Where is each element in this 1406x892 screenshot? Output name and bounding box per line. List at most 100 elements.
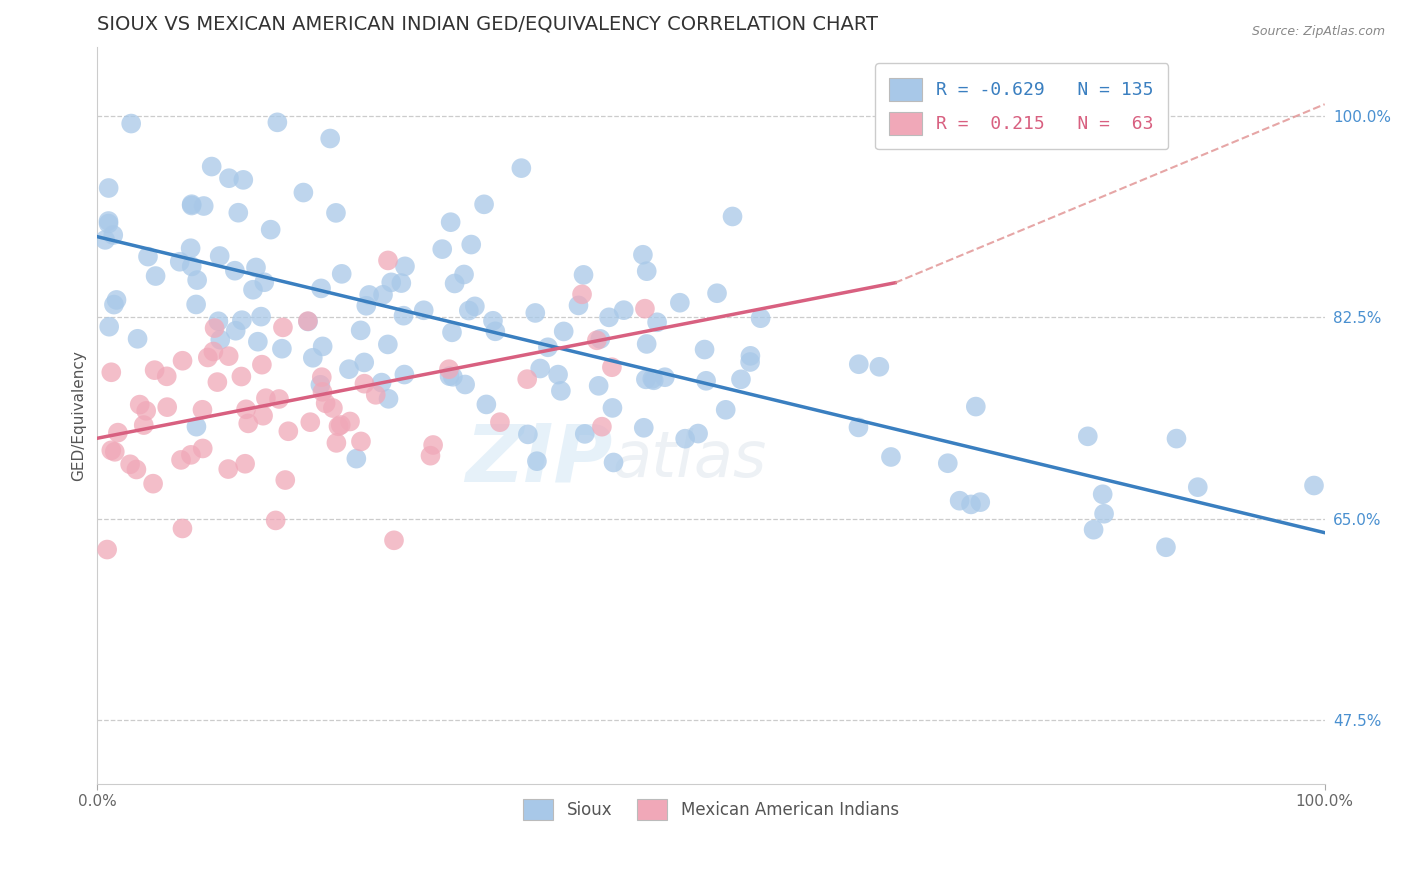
Point — [484, 324, 506, 338]
Point — [553, 325, 575, 339]
Point — [537, 340, 560, 354]
Point — [588, 379, 610, 393]
Point — [377, 392, 399, 406]
Point — [437, 362, 460, 376]
Point — [634, 372, 657, 386]
Point — [633, 421, 655, 435]
Point — [218, 349, 240, 363]
Point — [246, 334, 269, 349]
Point — [311, 339, 333, 353]
Point — [392, 309, 415, 323]
Point — [180, 448, 202, 462]
Point — [156, 400, 179, 414]
Text: Source: ZipAtlas.com: Source: ZipAtlas.com — [1251, 25, 1385, 38]
Point — [297, 314, 319, 328]
Point — [453, 268, 475, 282]
Text: SIOUX VS MEXICAN AMERICAN INDIAN GED/EQUIVALENCY CORRELATION CHART: SIOUX VS MEXICAN AMERICAN INDIAN GED/EQU… — [97, 15, 879, 34]
Point — [631, 248, 654, 262]
Point — [1077, 429, 1099, 443]
Point — [120, 117, 142, 131]
Point — [613, 303, 636, 318]
Point — [550, 384, 572, 398]
Point — [572, 268, 595, 282]
Point — [371, 287, 394, 301]
Point — [301, 351, 323, 365]
Point — [643, 373, 665, 387]
Point — [186, 419, 208, 434]
Point — [475, 397, 498, 411]
Point — [169, 254, 191, 268]
Point — [180, 241, 202, 255]
Point — [337, 362, 360, 376]
Point — [202, 344, 225, 359]
Point — [526, 454, 548, 468]
Point — [359, 288, 381, 302]
Point — [586, 333, 609, 347]
Point — [170, 453, 193, 467]
Point — [132, 418, 155, 433]
Point — [693, 343, 716, 357]
Point — [184, 297, 207, 311]
Point — [636, 264, 658, 278]
Point — [353, 376, 375, 391]
Point — [880, 450, 903, 464]
Point — [125, 462, 148, 476]
Point — [97, 217, 120, 231]
Y-axis label: GED/Equivalency: GED/Equivalency — [72, 350, 86, 481]
Point — [325, 206, 347, 220]
Point — [217, 462, 239, 476]
Point — [201, 160, 224, 174]
Point — [172, 521, 194, 535]
Point — [207, 375, 229, 389]
Point — [193, 199, 215, 213]
Point — [208, 249, 231, 263]
Point — [868, 359, 890, 374]
Point — [412, 303, 434, 318]
Point — [377, 337, 399, 351]
Point — [204, 321, 226, 335]
Point — [380, 276, 402, 290]
Point — [1091, 487, 1114, 501]
Point — [245, 260, 267, 275]
Point — [191, 402, 214, 417]
Point — [250, 358, 273, 372]
Point — [432, 242, 454, 256]
Point — [382, 533, 405, 548]
Point — [440, 326, 463, 340]
Point — [602, 455, 624, 469]
Point — [1154, 541, 1177, 555]
Point — [127, 332, 149, 346]
Point — [103, 297, 125, 311]
Point — [489, 415, 512, 429]
Point — [936, 456, 959, 470]
Point — [848, 357, 870, 371]
Point — [443, 277, 465, 291]
Point — [253, 275, 276, 289]
Point — [128, 398, 150, 412]
Point — [516, 427, 538, 442]
Legend: Sioux, Mexican American Indians: Sioux, Mexican American Indians — [516, 792, 905, 827]
Point — [225, 324, 247, 338]
Point — [322, 401, 344, 415]
Point — [274, 473, 297, 487]
Point — [969, 495, 991, 509]
Point — [740, 355, 762, 369]
Point — [299, 415, 322, 429]
Point — [516, 372, 538, 386]
Point — [350, 323, 373, 337]
Point — [364, 388, 387, 402]
Point — [634, 301, 657, 316]
Point — [135, 404, 157, 418]
Point — [524, 306, 547, 320]
Point — [180, 197, 202, 211]
Point — [156, 369, 179, 384]
Point — [1083, 523, 1105, 537]
Point — [636, 337, 658, 351]
Point — [673, 432, 696, 446]
Point — [172, 353, 194, 368]
Point — [589, 332, 612, 346]
Point — [510, 161, 533, 175]
Point — [209, 333, 232, 347]
Point — [271, 320, 294, 334]
Point — [394, 368, 416, 382]
